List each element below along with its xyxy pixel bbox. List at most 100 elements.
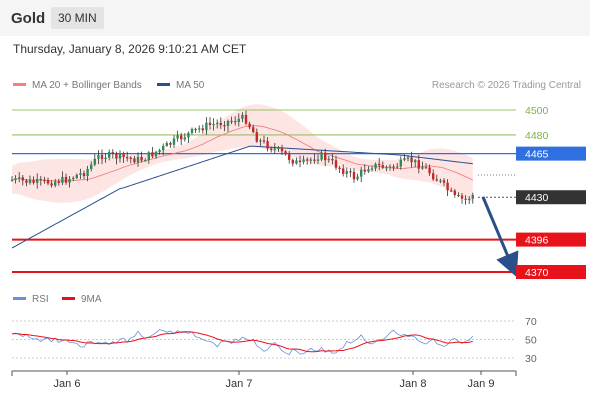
- rsi-tick-50: 50: [525, 335, 537, 347]
- candle-body: [144, 160, 147, 162]
- candle-body: [54, 181, 57, 186]
- candle-body: [288, 154, 291, 160]
- candle-body: [432, 173, 435, 180]
- candle-body: [118, 153, 122, 159]
- candle-body: [259, 140, 262, 142]
- candle-body: [151, 152, 154, 157]
- candle-body: [316, 159, 320, 161]
- x-tick-label: Jan 8: [400, 378, 427, 390]
- candle-body: [226, 120, 230, 127]
- x-tick-label: Jan 6: [54, 378, 81, 390]
- candle-body: [338, 167, 341, 169]
- candle-body: [262, 140, 266, 142]
- candle-body: [190, 128, 194, 133]
- level-label-4370: 4370: [525, 267, 549, 279]
- ma50-swatch: [157, 82, 170, 86]
- candle-body: [392, 166, 395, 168]
- candle-body: [370, 168, 374, 170]
- candle-body: [313, 159, 316, 161]
- level-tag-4465: [516, 146, 586, 161]
- ma50-label: MA 50: [176, 80, 205, 91]
- candle-body: [28, 179, 32, 183]
- candle-body: [320, 152, 323, 160]
- candle-body: [241, 114, 244, 119]
- rsi-line: [11, 329, 474, 356]
- candle-body: [158, 150, 161, 152]
- candle-body: [43, 179, 46, 182]
- candle-body: [410, 157, 413, 163]
- candle-body: [367, 169, 370, 172]
- candle-body: [176, 135, 179, 139]
- candle-body: [252, 127, 255, 133]
- level-label-4430: 4430: [525, 192, 549, 204]
- candle-body: [140, 156, 143, 161]
- level-tag-4370: [516, 265, 586, 279]
- candle-body: [388, 166, 392, 168]
- candle-body: [50, 183, 53, 186]
- rsi-label: RSI: [32, 294, 49, 305]
- candle-body: [374, 163, 377, 169]
- candle-body: [165, 143, 168, 146]
- candle-body: [216, 122, 219, 125]
- candle-body: [115, 154, 118, 159]
- candle-body: [136, 156, 140, 163]
- candle-body: [446, 182, 449, 191]
- candle-body: [414, 160, 417, 163]
- candle-body: [129, 157, 132, 159]
- level-label-4465: 4465: [525, 149, 549, 161]
- candle-body: [162, 145, 165, 151]
- candle-body: [14, 178, 17, 180]
- candle-body: [352, 171, 356, 180]
- candle-body: [255, 132, 258, 142]
- x-tick-label: Jan 7: [226, 378, 253, 390]
- level-label-4396: 4396: [525, 235, 549, 247]
- candle-body: [61, 176, 64, 183]
- candle-body: [363, 169, 366, 172]
- ma9-label: 9MA: [81, 294, 102, 305]
- candle-body: [381, 165, 384, 168]
- ma9-swatch: [62, 296, 75, 300]
- candle-body: [342, 168, 345, 174]
- candle-body: [442, 180, 446, 183]
- candle-body: [270, 148, 273, 150]
- candle-body: [273, 148, 276, 150]
- level-tag-4396: [516, 232, 586, 247]
- candle-body: [468, 198, 471, 200]
- timeframe-button[interactable]: 30 MIN: [51, 7, 104, 29]
- candle-body: [237, 118, 240, 122]
- candle-body: [464, 198, 467, 200]
- candle-body: [21, 177, 24, 181]
- candle-body: [435, 179, 438, 181]
- candle-body: [295, 160, 298, 164]
- legend-ma20: MA 20 + Bollinger Bands: [13, 80, 142, 91]
- candle-body: [450, 190, 453, 192]
- candle-body: [133, 158, 136, 163]
- candle-body: [36, 179, 39, 183]
- bollinger-band: [12, 104, 473, 203]
- candle-body: [126, 157, 129, 159]
- candle-body: [302, 159, 305, 163]
- candle-body: [104, 157, 107, 159]
- candle-body: [64, 176, 68, 183]
- candle-body: [360, 169, 363, 177]
- candle-body: [187, 132, 190, 138]
- candle-body: [234, 121, 237, 123]
- candle-body: [39, 179, 42, 181]
- candle-body: [172, 138, 176, 145]
- candle-body: [417, 160, 420, 169]
- candle-body: [75, 174, 78, 178]
- candle-body: [46, 179, 50, 184]
- candle-body: [277, 147, 280, 150]
- ma20-label: MA 20 + Bollinger Bands: [32, 80, 142, 91]
- analysis-datetime: Thursday, January 8, 2026 9:10:21 AM CET: [13, 42, 247, 56]
- x-tick-label: Jan 9: [468, 378, 495, 390]
- candle-body: [122, 153, 125, 158]
- candle-body: [327, 158, 330, 161]
- candle-body: [82, 173, 86, 177]
- candle-body: [280, 147, 284, 152]
- candle-body: [72, 177, 75, 180]
- candle-body: [79, 173, 82, 175]
- candle-body: [198, 128, 201, 130]
- candle-body: [334, 160, 338, 168]
